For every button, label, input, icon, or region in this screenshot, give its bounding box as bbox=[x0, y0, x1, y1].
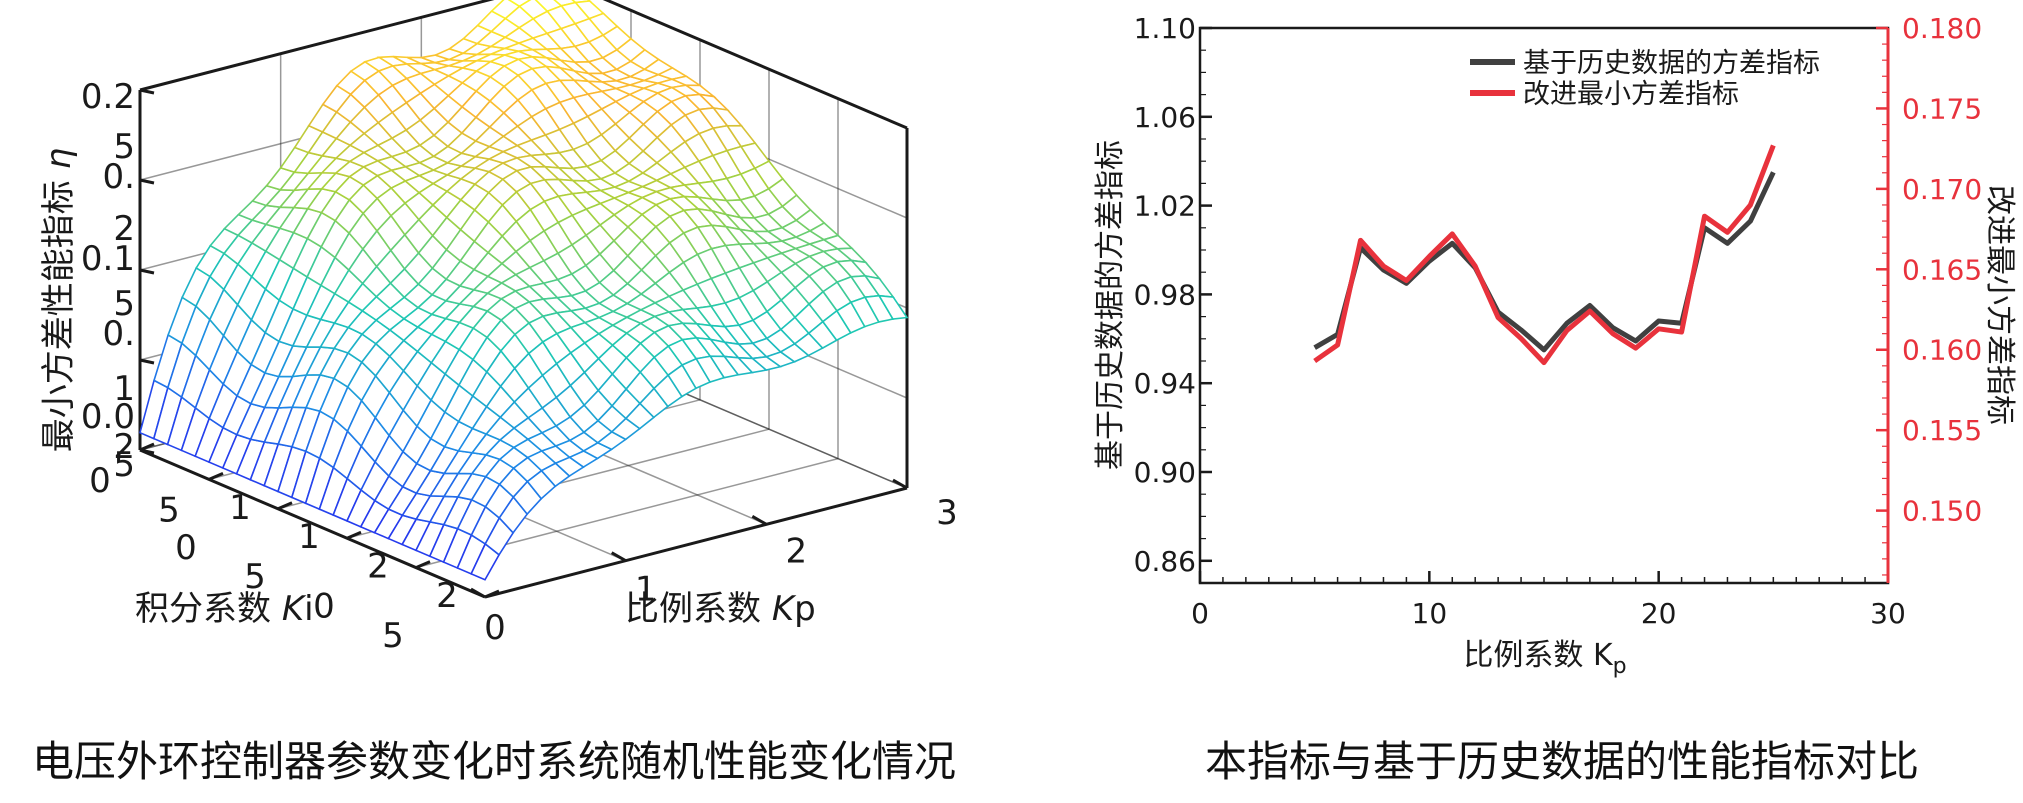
left-tick-label: 1.10 bbox=[1134, 12, 1196, 45]
legend: 基于历史数据的方差指标 改进最小方差指标 bbox=[1470, 48, 1820, 110]
x-tick-label: 0 bbox=[484, 608, 506, 648]
z-tick-label: 5 bbox=[113, 127, 135, 167]
right-y-axis-label: 改进最小方差指标 bbox=[1982, 185, 2017, 425]
left-y-axis-label: 基于历史数据的方差指标 bbox=[1093, 140, 1128, 470]
right-tick-label: 0.150 bbox=[1902, 495, 1982, 528]
x-axis-label: 比例系数 Kp bbox=[625, 589, 816, 629]
x-tick-label: 3 bbox=[936, 493, 958, 533]
y-tick-label: 0 bbox=[89, 461, 111, 501]
y-tick-label: 5 bbox=[158, 490, 180, 530]
right-tick-label: 0.160 bbox=[1902, 334, 1982, 367]
left-tick-label: 0.94 bbox=[1134, 367, 1196, 400]
box-edge bbox=[139, 0, 495, 92]
left-tick-label: 0.86 bbox=[1134, 545, 1196, 578]
y-tick-mark bbox=[346, 530, 362, 540]
x-tick-label: 1 bbox=[635, 570, 657, 610]
x-tick-label: 10 bbox=[1412, 597, 1448, 630]
line-series bbox=[1313, 144, 1776, 366]
x-tick-label: 0 bbox=[1191, 597, 1209, 630]
x-axis-line bbox=[484, 486, 908, 599]
y-axis-line bbox=[139, 448, 486, 599]
x-tick-label: 30 bbox=[1870, 597, 1906, 630]
x-tick-mark bbox=[892, 478, 908, 490]
y-axis-label: 积分系数 Ki bbox=[135, 589, 314, 629]
left-tick-label: 0.98 bbox=[1134, 278, 1196, 311]
series-line-improved bbox=[1313, 144, 1776, 366]
z-tick-label: 0.2 bbox=[81, 77, 135, 117]
z-tick-mark bbox=[139, 178, 155, 185]
surface-mesh bbox=[139, 0, 909, 581]
z-tick-label: 0.1 bbox=[81, 239, 135, 279]
z-tick-label: 0. bbox=[103, 314, 135, 354]
left-tick-label: 0.90 bbox=[1134, 456, 1196, 489]
box-edge bbox=[602, 0, 908, 130]
surface-facet bbox=[877, 294, 909, 320]
right-tick-label: 0.170 bbox=[1902, 173, 1982, 206]
z-tick-mark bbox=[139, 448, 155, 455]
z-tick-label: 2 bbox=[113, 209, 135, 249]
y-tick-mark bbox=[208, 472, 224, 481]
caption-left: 电压外环控制器参数变化时系统随机性能变化情况 bbox=[32, 737, 957, 786]
surface-facet bbox=[507, 0, 532, 8]
left-tick-label: 1.06 bbox=[1134, 101, 1196, 134]
z-tick-mark bbox=[139, 88, 155, 95]
axes-box-front bbox=[139, 88, 908, 599]
z-tick-mark bbox=[139, 268, 155, 275]
x-tick-mark bbox=[470, 587, 486, 599]
z-tick-label: 0. bbox=[103, 157, 135, 197]
right-tick-label: 0.165 bbox=[1902, 253, 1982, 286]
z-tick-mark bbox=[139, 358, 155, 365]
left-tick-label: 1.02 bbox=[1134, 190, 1196, 223]
right-tick-label: 0.180 bbox=[1902, 12, 1982, 45]
x-axis-label: 比例系数 Kp bbox=[1463, 638, 1626, 679]
z-tick-label: 0.0 bbox=[81, 397, 135, 437]
z-tick-label: 5 bbox=[113, 445, 135, 485]
z-axis-label: 最小方差性能指标 η bbox=[39, 148, 79, 452]
legend-label-improved: 改进最小方差指标 bbox=[1523, 79, 1739, 110]
x-tick-mark bbox=[610, 551, 627, 562]
right-tick-label: 0.155 bbox=[1902, 414, 1982, 447]
y-tick-mark bbox=[415, 560, 431, 569]
y-tick-mark bbox=[277, 501, 293, 511]
x-tick-mark bbox=[751, 515, 768, 526]
x-tick-label: 20 bbox=[1641, 597, 1677, 630]
line-ticks: 0 10 20 30 0.86 0.90 0.94 0.98 1.02 1.06 1.10 0.150… bbox=[1134, 12, 1983, 630]
legend-label-history: 基于历史数据的方差指标 bbox=[1523, 48, 1820, 79]
line-chart: 0 10 20 30 0.86 0.90 0.94 0.98 1.02 1.06 1.10 0.150… bbox=[1093, 12, 2017, 679]
x-tick-label: 2 bbox=[786, 531, 808, 571]
z-tick-label: 5 bbox=[113, 284, 135, 324]
caption-right: 本指标与基于历史数据的性能指标对比 bbox=[1205, 737, 1920, 786]
z-tick-label: 2 bbox=[113, 427, 135, 467]
right-tick-label: 0.175 bbox=[1902, 92, 1982, 125]
y-tick-mark bbox=[484, 589, 500, 599]
z-tick-label: 1 bbox=[113, 369, 135, 409]
plot-frame bbox=[1198, 26, 1890, 585]
series-line-history bbox=[1313, 171, 1776, 353]
